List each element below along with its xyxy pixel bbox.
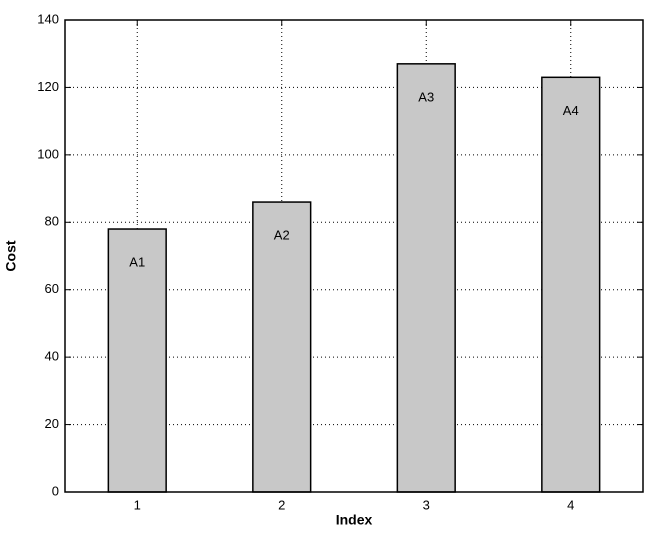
x-tick-label: 2: [278, 497, 285, 512]
bar-label: A3: [418, 89, 434, 104]
y-tick-label: 100: [37, 146, 59, 161]
y-tick-label: 0: [52, 483, 59, 498]
x-tick-label: 1: [134, 497, 141, 512]
x-axis-label: Index: [336, 512, 373, 528]
y-tick-label: 120: [37, 79, 59, 94]
bar-label: A4: [563, 103, 579, 118]
bar: [396, 63, 456, 493]
y-tick-label: 40: [45, 349, 59, 364]
y-axis-label: Cost: [3, 240, 19, 271]
bar: [252, 201, 312, 493]
y-tick-label: 140: [37, 11, 59, 26]
plot-frame: [64, 19, 644, 493]
y-tick-label: 20: [45, 416, 59, 431]
bar-label: A1: [129, 254, 145, 269]
bar-label: A2: [274, 227, 290, 242]
bar: [541, 76, 601, 493]
x-tick-label: 4: [567, 497, 574, 512]
x-tick-label: 3: [423, 497, 430, 512]
y-tick-label: 80: [45, 214, 59, 229]
y-tick-label: 60: [45, 281, 59, 296]
